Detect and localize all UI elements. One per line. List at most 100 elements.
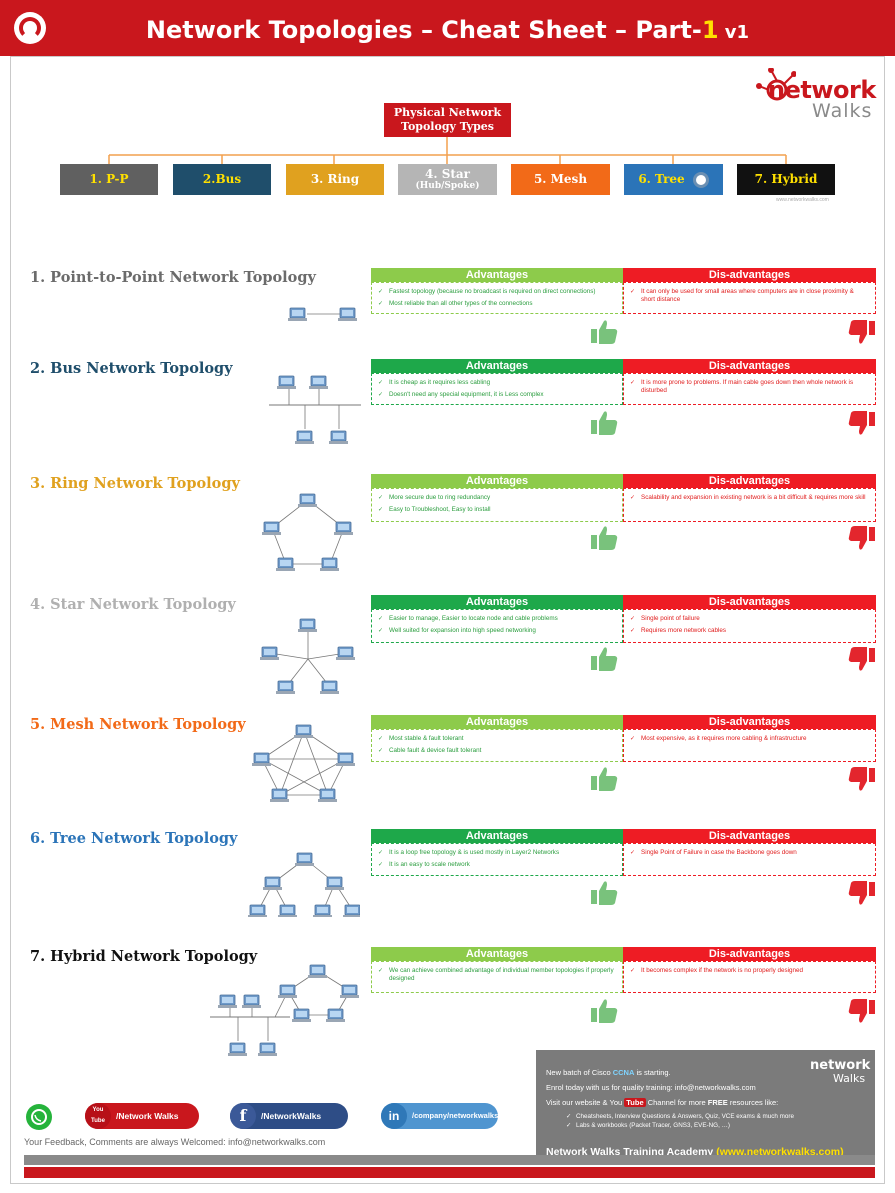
topology-type-3: 3. Ring bbox=[286, 164, 384, 195]
disadvantages-header: Dis-advantages bbox=[623, 268, 876, 282]
advantages-list: It is a loop free topology & is used mos… bbox=[371, 843, 623, 876]
advantages-header: Advantages bbox=[371, 715, 623, 729]
topology-type-1: 1. P-P bbox=[60, 164, 158, 195]
section-title-6: 6. Tree Network Topology bbox=[30, 830, 238, 847]
facebook-icon: f bbox=[230, 1103, 256, 1129]
advantage-item: Cable fault & device fault tolerant bbox=[378, 747, 616, 755]
topology-diagram-3 bbox=[258, 492, 358, 577]
disadvantages-list: Scalability and expansion in existing ne… bbox=[623, 488, 876, 522]
disadvantage-item: Scalability and expansion in existing ne… bbox=[630, 494, 869, 502]
page-frame bbox=[10, 56, 885, 1184]
advantages-list: Easier to manage, Easier to locate node … bbox=[371, 609, 623, 643]
thumbs-up-icon bbox=[590, 997, 618, 1030]
thumbs-down-icon bbox=[848, 881, 876, 914]
advantage-item: Doesn't need any special equipment, it i… bbox=[378, 391, 616, 399]
disadvantages-header: Dis-advantages bbox=[623, 595, 876, 609]
section-title-5: 5. Mesh Network Topology bbox=[30, 716, 246, 733]
advantage-item: Most stable & fault tolerant bbox=[378, 735, 616, 743]
advantages-list: More secure due to ring redundancy Easy t… bbox=[371, 488, 623, 522]
topology-type-5: 5. Mesh bbox=[511, 164, 610, 195]
header-bar: Network Topologies – Cheat Sheet – Part-… bbox=[0, 0, 895, 56]
advantages-list: It is cheap as it requires less cabling D… bbox=[371, 373, 623, 405]
advantage-item: Fastest topology (because no broadcast i… bbox=[378, 288, 616, 296]
advantages-list: Most stable & fault tolerant Cable fault … bbox=[371, 729, 623, 762]
footer-red-bar bbox=[24, 1167, 875, 1178]
advantage-item: We can achieve combined advantage of ind… bbox=[378, 967, 616, 983]
tree-logo-icon bbox=[692, 171, 709, 188]
disadvantages-header: Dis-advantages bbox=[623, 715, 876, 729]
facebook-link[interactable]: f /NetworkWalks bbox=[230, 1103, 348, 1129]
advantages-header: Advantages bbox=[371, 595, 623, 609]
disadvantage-item: It becomes complex if the network is no … bbox=[630, 967, 869, 975]
disadvantage-item: Requires more network cables bbox=[630, 627, 869, 635]
section-title-4: 4. Star Network Topology bbox=[30, 596, 236, 613]
advantage-item: It is cheap as it requires less cabling bbox=[378, 379, 616, 387]
thumbs-up-icon bbox=[590, 765, 618, 798]
disadvantages-header: Dis-advantages bbox=[623, 474, 876, 488]
topology-diagram-7 bbox=[210, 963, 360, 1063]
promo-panel: New batch of Cisco CCNA is starting. Enr… bbox=[536, 1050, 875, 1163]
topology-type-2: 2.Bus bbox=[173, 164, 271, 195]
disadvantage-item: It is more prone to problems. If main ca… bbox=[630, 379, 869, 395]
thumbs-up-icon bbox=[590, 524, 618, 557]
thumbs-down-icon bbox=[848, 320, 876, 353]
feedback-text: Your Feedback, Comments are always Welco… bbox=[24, 1137, 326, 1147]
topology-diagram-4 bbox=[258, 617, 358, 702]
section-title-2: 2. Bus Network Topology bbox=[30, 360, 233, 377]
promo-bullet: Cheatsheets, Interview Questions & Answe… bbox=[566, 1113, 865, 1120]
advantage-item: Well suited for expansion into high spee… bbox=[378, 627, 616, 635]
thumbs-up-icon bbox=[590, 645, 618, 678]
topology-tree-connectors bbox=[108, 137, 787, 164]
section-title-1: 1. Point-to-Point Network Topology bbox=[30, 269, 316, 286]
advantage-item: It is an easy to scale network bbox=[378, 861, 616, 869]
advantage-item: Most reliable than all other types of th… bbox=[378, 300, 616, 308]
thumbs-down-icon bbox=[848, 647, 876, 680]
thumbs-down-icon bbox=[848, 767, 876, 800]
footer-gray-bar bbox=[24, 1155, 875, 1165]
disadvantage-item: Most expensive, as it requires more cabl… bbox=[630, 735, 869, 743]
disadvantages-list: Single Point of Failure in case the Back… bbox=[623, 843, 876, 876]
site-watermark: www.networkwalks.com bbox=[776, 197, 829, 203]
linkedin-icon: in bbox=[381, 1103, 407, 1129]
disadvantages-list: Single point of failure Requires more net… bbox=[623, 609, 876, 643]
youtube-icon: You Tube bbox=[85, 1103, 111, 1129]
advantages-list: Fastest topology (because no broadcast i… bbox=[371, 282, 623, 314]
promo-bullet: Labs & workbooks (Packet Tracer, GNS3, E… bbox=[566, 1122, 865, 1129]
brand-logo-icon bbox=[14, 12, 46, 44]
thumbs-down-icon bbox=[848, 999, 876, 1032]
advantages-header: Advantages bbox=[371, 268, 623, 282]
thumbs-up-icon bbox=[590, 409, 618, 442]
thumbs-up-icon bbox=[590, 318, 618, 351]
topology-diagram-5 bbox=[252, 723, 357, 808]
topology-diagram-2 bbox=[265, 373, 365, 458]
topology-type-4: 4. Star (Hub/Spoke) bbox=[398, 164, 497, 195]
disadvantages-list: It can only be used for small areas wher… bbox=[623, 282, 876, 314]
disadvantages-list: It is more prone to problems. If main ca… bbox=[623, 373, 876, 405]
youtube-link[interactable]: You Tube /Network Walks bbox=[85, 1103, 199, 1129]
advantages-header: Advantages bbox=[371, 359, 623, 373]
advantage-item: Easier to manage, Easier to locate node … bbox=[378, 615, 616, 623]
advantages-header: Advantages bbox=[371, 829, 623, 843]
topology-diagram-1 bbox=[285, 302, 365, 337]
disadvantage-item: Single Point of Failure in case the Back… bbox=[630, 849, 869, 857]
physical-topology-root: Physical Network Topology Types bbox=[384, 103, 511, 137]
thumbs-down-icon bbox=[848, 411, 876, 444]
advantage-item: Easy to Troubleshoot, Easy to install bbox=[378, 506, 616, 514]
network-node-icon bbox=[756, 68, 796, 101]
disadvantages-header: Dis-advantages bbox=[623, 359, 876, 373]
advantages-header: Advantages bbox=[371, 947, 623, 961]
topology-type-7: 7. Hybrid bbox=[737, 164, 835, 195]
page-title: Network Topologies – Cheat Sheet – Part-… bbox=[145, 16, 750, 44]
disadvantages-list: It becomes complex if the network is no … bbox=[623, 961, 876, 993]
whatsapp-icon[interactable] bbox=[26, 1104, 52, 1130]
advantage-item: More secure due to ring redundancy bbox=[378, 494, 616, 502]
disadvantage-item: It can only be used for small areas wher… bbox=[630, 288, 869, 304]
section-title-7: 7. Hybrid Network Topology bbox=[30, 948, 258, 965]
disadvantages-list: Most expensive, as it requires more cabl… bbox=[623, 729, 876, 762]
section-title-3: 3. Ring Network Topology bbox=[30, 475, 240, 492]
advantage-item: It is a loop free topology & is used mos… bbox=[378, 849, 616, 857]
linkedin-link[interactable]: in /company/networkwalks bbox=[381, 1103, 498, 1129]
disadvantages-header: Dis-advantages bbox=[623, 947, 876, 961]
topology-diagram-6 bbox=[240, 847, 362, 922]
advantages-header: Advantages bbox=[371, 474, 623, 488]
